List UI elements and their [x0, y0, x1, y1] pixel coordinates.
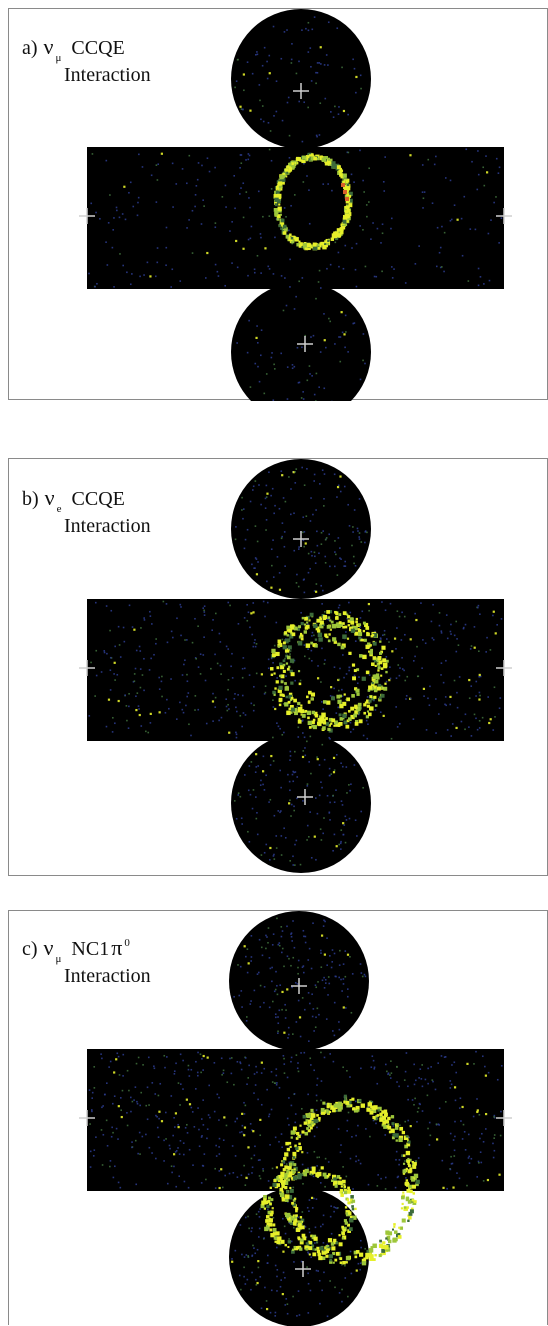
bottom-endcap: [231, 733, 371, 873]
panel-tag: c): [22, 938, 38, 960]
interaction-name: CCQE: [71, 37, 124, 59]
interaction-name: CCQE: [72, 488, 125, 510]
neutrino-symbol: ν: [44, 34, 54, 59]
interaction-word: Interaction: [64, 514, 151, 538]
panel-tag: b): [22, 488, 39, 510]
flavor-subscript: e: [57, 503, 62, 515]
interaction-name: NC1: [71, 938, 109, 960]
top-endcap: [231, 9, 371, 149]
bottom-endcap: [231, 282, 371, 401]
pion-charge-superscript: 0: [124, 937, 130, 949]
neutrino-symbol: ν: [45, 485, 55, 510]
top-endcap: [231, 459, 371, 599]
pion-symbol: π: [111, 935, 122, 960]
panel-tag: a): [22, 37, 38, 59]
flavor-subscript: μ: [56, 953, 62, 965]
interaction-word: Interaction: [64, 964, 151, 988]
neutrino-symbol: ν: [44, 935, 54, 960]
flavor-subscript: μ: [56, 52, 62, 64]
interaction-word: Interaction: [64, 63, 151, 87]
